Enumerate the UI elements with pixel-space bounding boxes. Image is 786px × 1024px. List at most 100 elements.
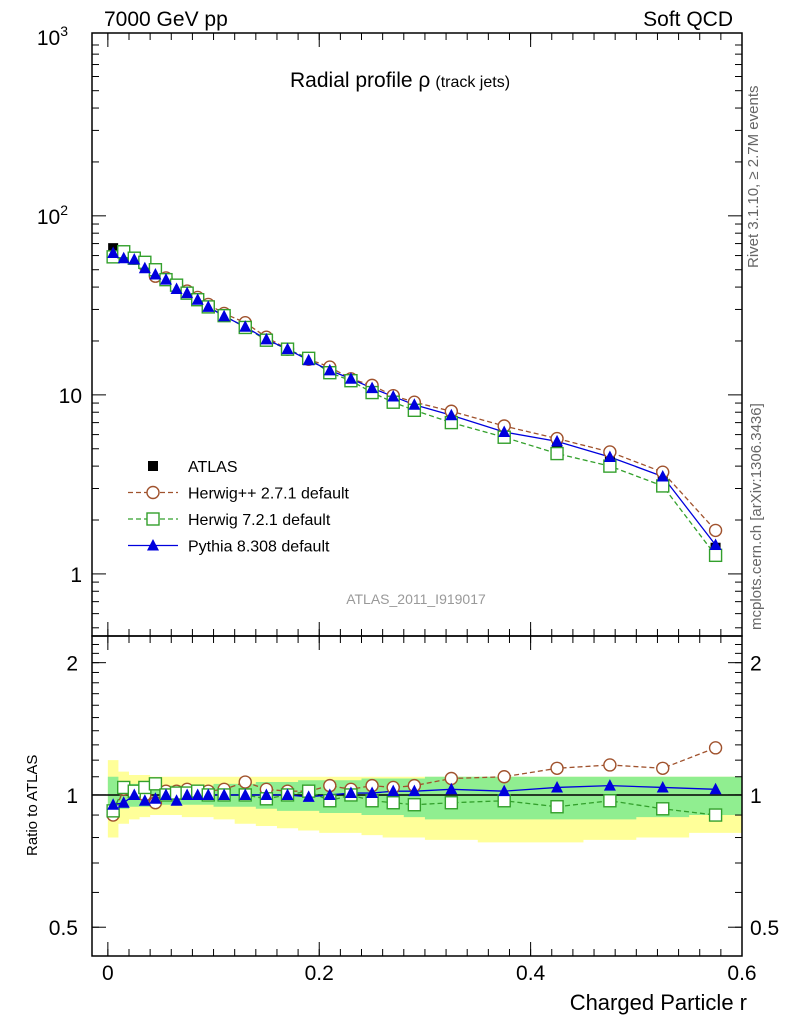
ratio-point-herwig-7-2-1-default bbox=[656, 802, 670, 816]
data-point-pythia-8-308-default bbox=[202, 300, 215, 312]
ratio-point-pythia-8-308-default bbox=[218, 788, 231, 800]
legend-label-herwig-2-7-1-default: Herwig++ 2.7.1 default bbox=[188, 486, 350, 503]
ratio-point-pythia-8-308-default bbox=[181, 788, 194, 800]
data-point-pythia-8-308-default bbox=[170, 282, 183, 295]
ratio-point-pythia-8-308-default bbox=[344, 786, 357, 799]
ratio-point-pythia-8-308-default bbox=[170, 794, 183, 806]
data-point-herwig-7-2-1-default bbox=[656, 479, 670, 493]
ratio-point-pythia-8-308-default bbox=[302, 790, 315, 802]
ratio-point-pythia-8-308-default bbox=[149, 792, 162, 804]
data-point-pythia-8-308-default bbox=[498, 425, 511, 438]
ratio-y-tick-label-right: 1 bbox=[750, 785, 762, 808]
data-point-pythia-8-308-default bbox=[128, 253, 141, 265]
data-point-pythia-8-308-default bbox=[149, 268, 162, 280]
ratio-point-pythia-8-308-default bbox=[445, 782, 458, 795]
data-point-pythia-8-308-default bbox=[709, 538, 722, 551]
data-point-pythia-8-308-default bbox=[181, 286, 194, 299]
ratio-point-pythia-8-308-default bbox=[159, 788, 172, 800]
data-point-pythia-8-308-default bbox=[302, 353, 315, 366]
ratio-point-pythia-8-308-default bbox=[656, 780, 669, 793]
main-y-tick-label: 103 bbox=[37, 23, 68, 50]
ratio-point-pythia-8-308-default bbox=[387, 784, 400, 797]
ratio-point-herwig-7-2-1-default bbox=[148, 777, 163, 791]
data-point-pythia-8-308-default bbox=[323, 363, 336, 376]
x-tick-label: 0.4 bbox=[516, 962, 546, 985]
ratio-point-herwig-2-7-1-default bbox=[238, 775, 252, 789]
main-y-tick-exponent: 3 bbox=[60, 23, 68, 39]
data-point-pythia-8-308-default bbox=[344, 372, 357, 384]
main-y-tick-label: 10 bbox=[59, 385, 82, 408]
ratio-point-herwig-2-7-1-default bbox=[603, 758, 617, 772]
main-y-tick-label: 1 bbox=[70, 564, 82, 587]
process-label: Soft QCD bbox=[643, 8, 733, 31]
ratio-point-pythia-8-308-default bbox=[603, 779, 616, 791]
ratio-point-herwig-7-2-1-default bbox=[407, 798, 422, 812]
data-point-pythia-8-308-default bbox=[603, 450, 616, 462]
ratio-line-herwig-7-2-1-default bbox=[112, 783, 716, 816]
main-title: Radial profile ρ (track jets) bbox=[290, 69, 510, 92]
ratio-point-herwig-7-2-1-default bbox=[603, 794, 617, 808]
data-point-pythia-8-308-default bbox=[159, 273, 172, 285]
ratio-point-herwig-2-7-1-default bbox=[497, 770, 511, 784]
ratio-point-pythia-8-308-default bbox=[551, 780, 564, 793]
x-tick-label: 0 bbox=[102, 962, 114, 985]
data-point-herwig-7-2-1-default bbox=[550, 446, 564, 461]
ratio-frame bbox=[91, 635, 743, 957]
ratio-point-herwig-7-2-1-default bbox=[550, 800, 564, 814]
x-tick-label: 0.6 bbox=[727, 962, 756, 985]
analysis-watermark: ATLAS_2011_I919017 bbox=[346, 591, 486, 607]
ratio-point-pythia-8-308-default bbox=[128, 788, 141, 800]
main-panel: 1 10 102 103 Radial profile ρ (track jets) A… bbox=[37, 23, 743, 637]
ratio-point-pythia-8-308-default bbox=[366, 786, 379, 799]
ratio-axis-ticks: 0.5 0.5 1 1 2 2 0 0.2 0.4 0.6 bbox=[49, 636, 779, 985]
data-point-pythia-8-308-default bbox=[138, 261, 151, 274]
data-point-pythia-8-308-default bbox=[107, 246, 120, 259]
ratio-point-pythia-8-308-default bbox=[138, 794, 151, 806]
ratio-y-tick-label-right: 0.5 bbox=[750, 917, 779, 940]
ratio-point-herwig-7-2-1-default bbox=[708, 808, 723, 822]
legend-marker-pythia-8-308-default bbox=[147, 539, 159, 551]
ratio-point-pythia-8-308-default bbox=[107, 798, 120, 810]
legend: ATLAS Herwig++ 2.7.1 default Herwig 7.2.1 … bbox=[128, 459, 350, 556]
ratio-series-markers bbox=[106, 741, 723, 822]
ratio-point-pythia-8-308-default bbox=[191, 788, 204, 800]
ratio-y-tick-label-left: 2 bbox=[66, 653, 78, 676]
main-y-tick-label: 102 bbox=[37, 202, 68, 229]
ratio-point-pythia-8-308-default bbox=[281, 788, 294, 800]
legend-marker-atlas bbox=[148, 461, 158, 471]
data-point-pythia-8-308-default bbox=[366, 381, 379, 394]
data-point-pythia-8-308-default bbox=[387, 389, 400, 402]
ratio-point-herwig-7-2-1-default bbox=[386, 796, 400, 810]
ratio-point-herwig-7-2-1-default bbox=[497, 794, 511, 808]
ratio-y-tick-label-right: 2 bbox=[750, 653, 762, 676]
ratio-y-tick-label-left: 0.5 bbox=[49, 917, 78, 940]
energy-label: 7000 GeV pp bbox=[104, 8, 228, 31]
legend-label-pythia-8-308-default: Pythia 8.308 default bbox=[188, 539, 330, 556]
main-y-ticks: 1 10 102 103 bbox=[37, 23, 743, 636]
ratio-point-herwig-7-2-1-default bbox=[444, 796, 459, 810]
data-point-pythia-8-308-default bbox=[551, 434, 564, 447]
ratio-point-pythia-8-308-default bbox=[239, 788, 252, 800]
ratio-point-pythia-8-308-default bbox=[408, 784, 421, 797]
data-point-pythia-8-308-default bbox=[218, 309, 231, 322]
ratio-point-herwig-2-7-1-default bbox=[656, 761, 670, 775]
legend-label-herwig-7-2-1-default: Herwig 7.2.1 default bbox=[188, 512, 331, 529]
legend-marker-herwig-7-2-1-default bbox=[146, 512, 160, 526]
ratio-point-pythia-8-308-default bbox=[709, 782, 722, 795]
ratio-panel: 0.5 0.5 1 1 2 2 0 0.2 0.4 0.6 Ratio to ATLAS Char… bbox=[24, 635, 779, 1015]
ratio-point-pythia-8-308-default bbox=[498, 784, 511, 797]
ratio-y-tick-label-left: 1 bbox=[66, 785, 78, 808]
data-point-pythia-8-308-default bbox=[117, 251, 130, 264]
data-point-pythia-8-308-default bbox=[281, 342, 294, 355]
data-point-pythia-8-308-default bbox=[239, 320, 252, 332]
data-point-herwig-7-2-1-default bbox=[708, 548, 723, 563]
main-y-tick-exponent: 2 bbox=[60, 202, 68, 218]
ratio-point-herwig-2-7-1-default bbox=[708, 741, 723, 755]
ratio-point-pythia-8-308-default bbox=[117, 796, 130, 808]
data-point-pythia-8-308-default bbox=[260, 332, 273, 345]
x-axis-label: Charged Particle r bbox=[570, 990, 747, 1015]
legend-marker-herwig-2-7-1-default bbox=[146, 485, 160, 500]
data-point-pythia-8-308-default bbox=[445, 408, 458, 421]
data-point-pythia-8-308-default bbox=[191, 293, 204, 305]
